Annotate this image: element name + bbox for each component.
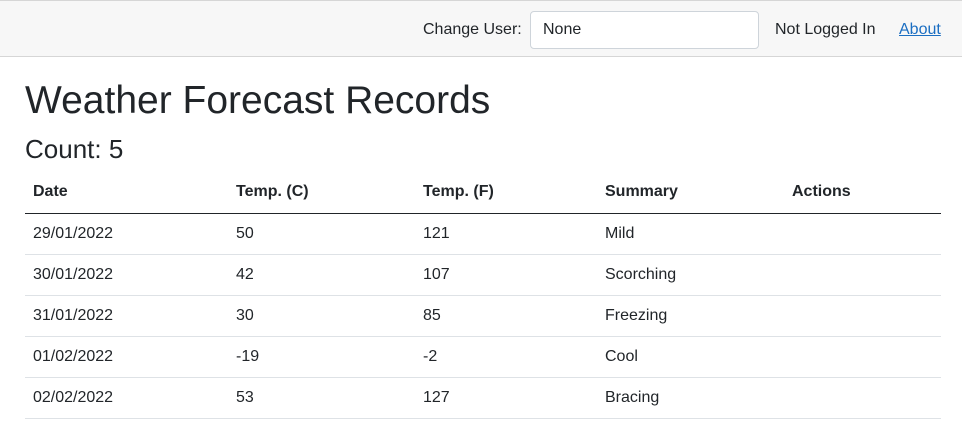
column-header-temp-c: Temp. (C)	[228, 172, 415, 214]
table-row: 31/01/2022 30 85 Freezing	[25, 295, 941, 337]
cell-summary: Cool	[597, 336, 784, 378]
cell-temp-f: 107	[415, 254, 597, 296]
cell-temp-c: 53	[228, 377, 415, 419]
cell-actions	[784, 254, 941, 296]
cell-summary: Freezing	[597, 295, 784, 337]
cell-date: 29/01/2022	[25, 213, 228, 255]
user-input[interactable]	[530, 11, 759, 49]
column-header-date: Date	[25, 172, 228, 214]
cell-actions	[784, 213, 941, 255]
table-row: 29/01/2022 50 121 Mild	[25, 213, 941, 255]
column-header-summary: Summary	[597, 172, 784, 214]
cell-date: 30/01/2022	[25, 254, 228, 296]
cell-temp-f: 85	[415, 295, 597, 337]
table-row: 02/02/2022 53 127 Bracing	[25, 377, 941, 419]
cell-actions	[784, 295, 941, 337]
table-header-row: Date Temp. (C) Temp. (F) Summary Actions	[25, 172, 941, 214]
about-link[interactable]: About	[899, 21, 941, 38]
weather-table: Date Temp. (C) Temp. (F) Summary Actions…	[25, 172, 941, 419]
cell-temp-c: 42	[228, 254, 415, 296]
cell-summary: Bracing	[597, 377, 784, 419]
cell-date: 01/02/2022	[25, 336, 228, 378]
top-bar: Change User: Not Logged In About	[0, 0, 962, 57]
cell-summary: Mild	[597, 213, 784, 255]
cell-summary: Scorching	[597, 254, 784, 296]
cell-temp-c: 50	[228, 213, 415, 255]
cell-date: 02/02/2022	[25, 377, 228, 419]
column-header-temp-f: Temp. (F)	[415, 172, 597, 214]
cell-date: 31/01/2022	[25, 295, 228, 337]
cell-actions	[784, 336, 941, 378]
change-user-label: Change User:	[423, 21, 522, 38]
cell-temp-f: 121	[415, 213, 597, 255]
table-row: 01/02/2022 -19 -2 Cool	[25, 336, 941, 378]
cell-temp-f: 127	[415, 377, 597, 419]
cell-actions	[784, 377, 941, 419]
page-title: Weather Forecast Records	[25, 79, 491, 122]
login-status: Not Logged In	[775, 21, 876, 38]
table-row: 30/01/2022 42 107 Scorching	[25, 254, 941, 296]
column-header-actions: Actions	[784, 172, 941, 214]
cell-temp-c: -19	[228, 336, 415, 378]
cell-temp-f: -2	[415, 336, 597, 378]
cell-temp-c: 30	[228, 295, 415, 337]
record-count: Count: 5	[25, 134, 124, 164]
